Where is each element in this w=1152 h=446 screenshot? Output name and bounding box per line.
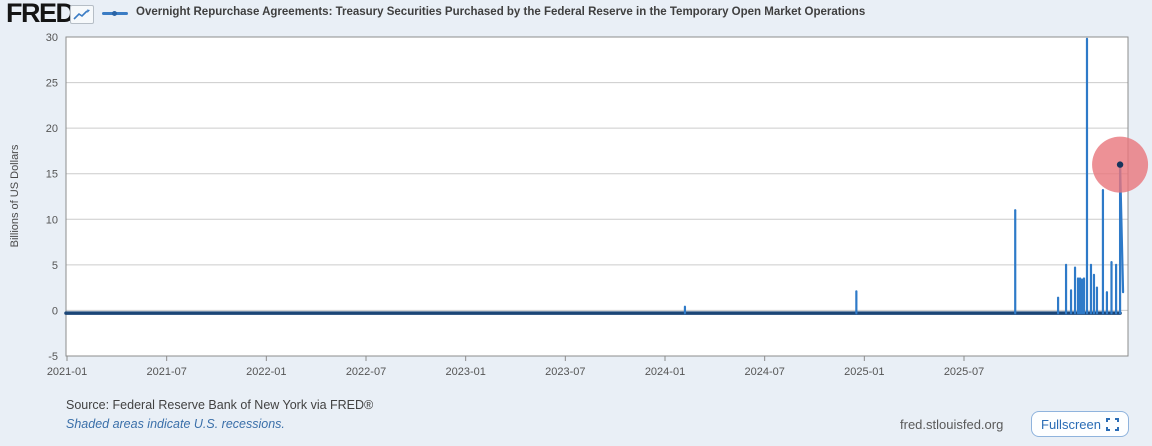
legend-series-label: Overnight Repurchase Agreements: Treasur…: [136, 6, 866, 18]
x-tick-label-2021-01: 2021-01: [47, 366, 87, 378]
fullscreen-button-label: Fullscreen: [1041, 416, 1101, 432]
x-tick-label-2023-01: 2023-01: [445, 366, 485, 378]
x-tick-label-2022-07: 2022-07: [346, 366, 386, 378]
fred-site-link[interactable]: fred.stlouisfed.org: [900, 417, 1004, 432]
x-tick-label-2022-01: 2022-01: [246, 366, 286, 378]
fullscreen-button[interactable]: Fullscreen: [1031, 411, 1129, 437]
plot-area: [66, 37, 1128, 356]
y-tick-label-10: 10: [46, 214, 58, 226]
y-tick-label-30: 30: [46, 32, 58, 44]
x-tick-label-2024-07: 2024-07: [744, 366, 784, 378]
x-tick-label-2023-07: 2023-07: [545, 366, 585, 378]
source-attribution: Source: Federal Reserve Bank of New York…: [66, 398, 374, 412]
y-tick-label-0: 0: [52, 305, 58, 317]
y-tick-label--5: -5: [48, 351, 58, 363]
y-tick-label-20: 20: [46, 123, 58, 135]
legend-line-marker: [102, 11, 128, 16]
fullscreen-icon: [1105, 417, 1119, 431]
x-tick-label-2021-07: 2021-07: [146, 366, 186, 378]
sparkline-chart-icon: [70, 5, 94, 24]
fred-logo-text: FRED: [6, 0, 75, 28]
x-tick-label-2024-01: 2024-01: [645, 366, 685, 378]
y-tick-label-15: 15: [46, 169, 58, 181]
y-tick-label-25: 25: [46, 78, 58, 90]
x-tick-label-2025-07: 2025-07: [944, 366, 984, 378]
chart-header: FRED® Overnight Repurchase Agreements: T…: [0, 0, 1152, 28]
plot-border: [65, 36, 1129, 357]
recession-note-link[interactable]: Shaded areas indicate U.S. recessions.: [66, 417, 285, 431]
peak-marker-dot: [1116, 161, 1124, 168]
y-tick-label-5: 5: [52, 260, 58, 272]
fred-logo[interactable]: FRED®: [6, 0, 79, 29]
x-tick-label-2025-01: 2025-01: [844, 366, 884, 378]
y-axis-title: Billions of US Dollars: [9, 144, 21, 248]
